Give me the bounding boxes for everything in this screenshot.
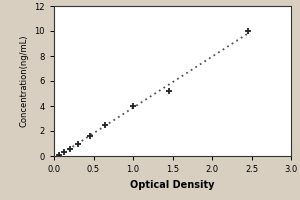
X-axis label: Optical Density: Optical Density (130, 180, 215, 190)
Y-axis label: Concentration(ng/mL): Concentration(ng/mL) (20, 35, 29, 127)
